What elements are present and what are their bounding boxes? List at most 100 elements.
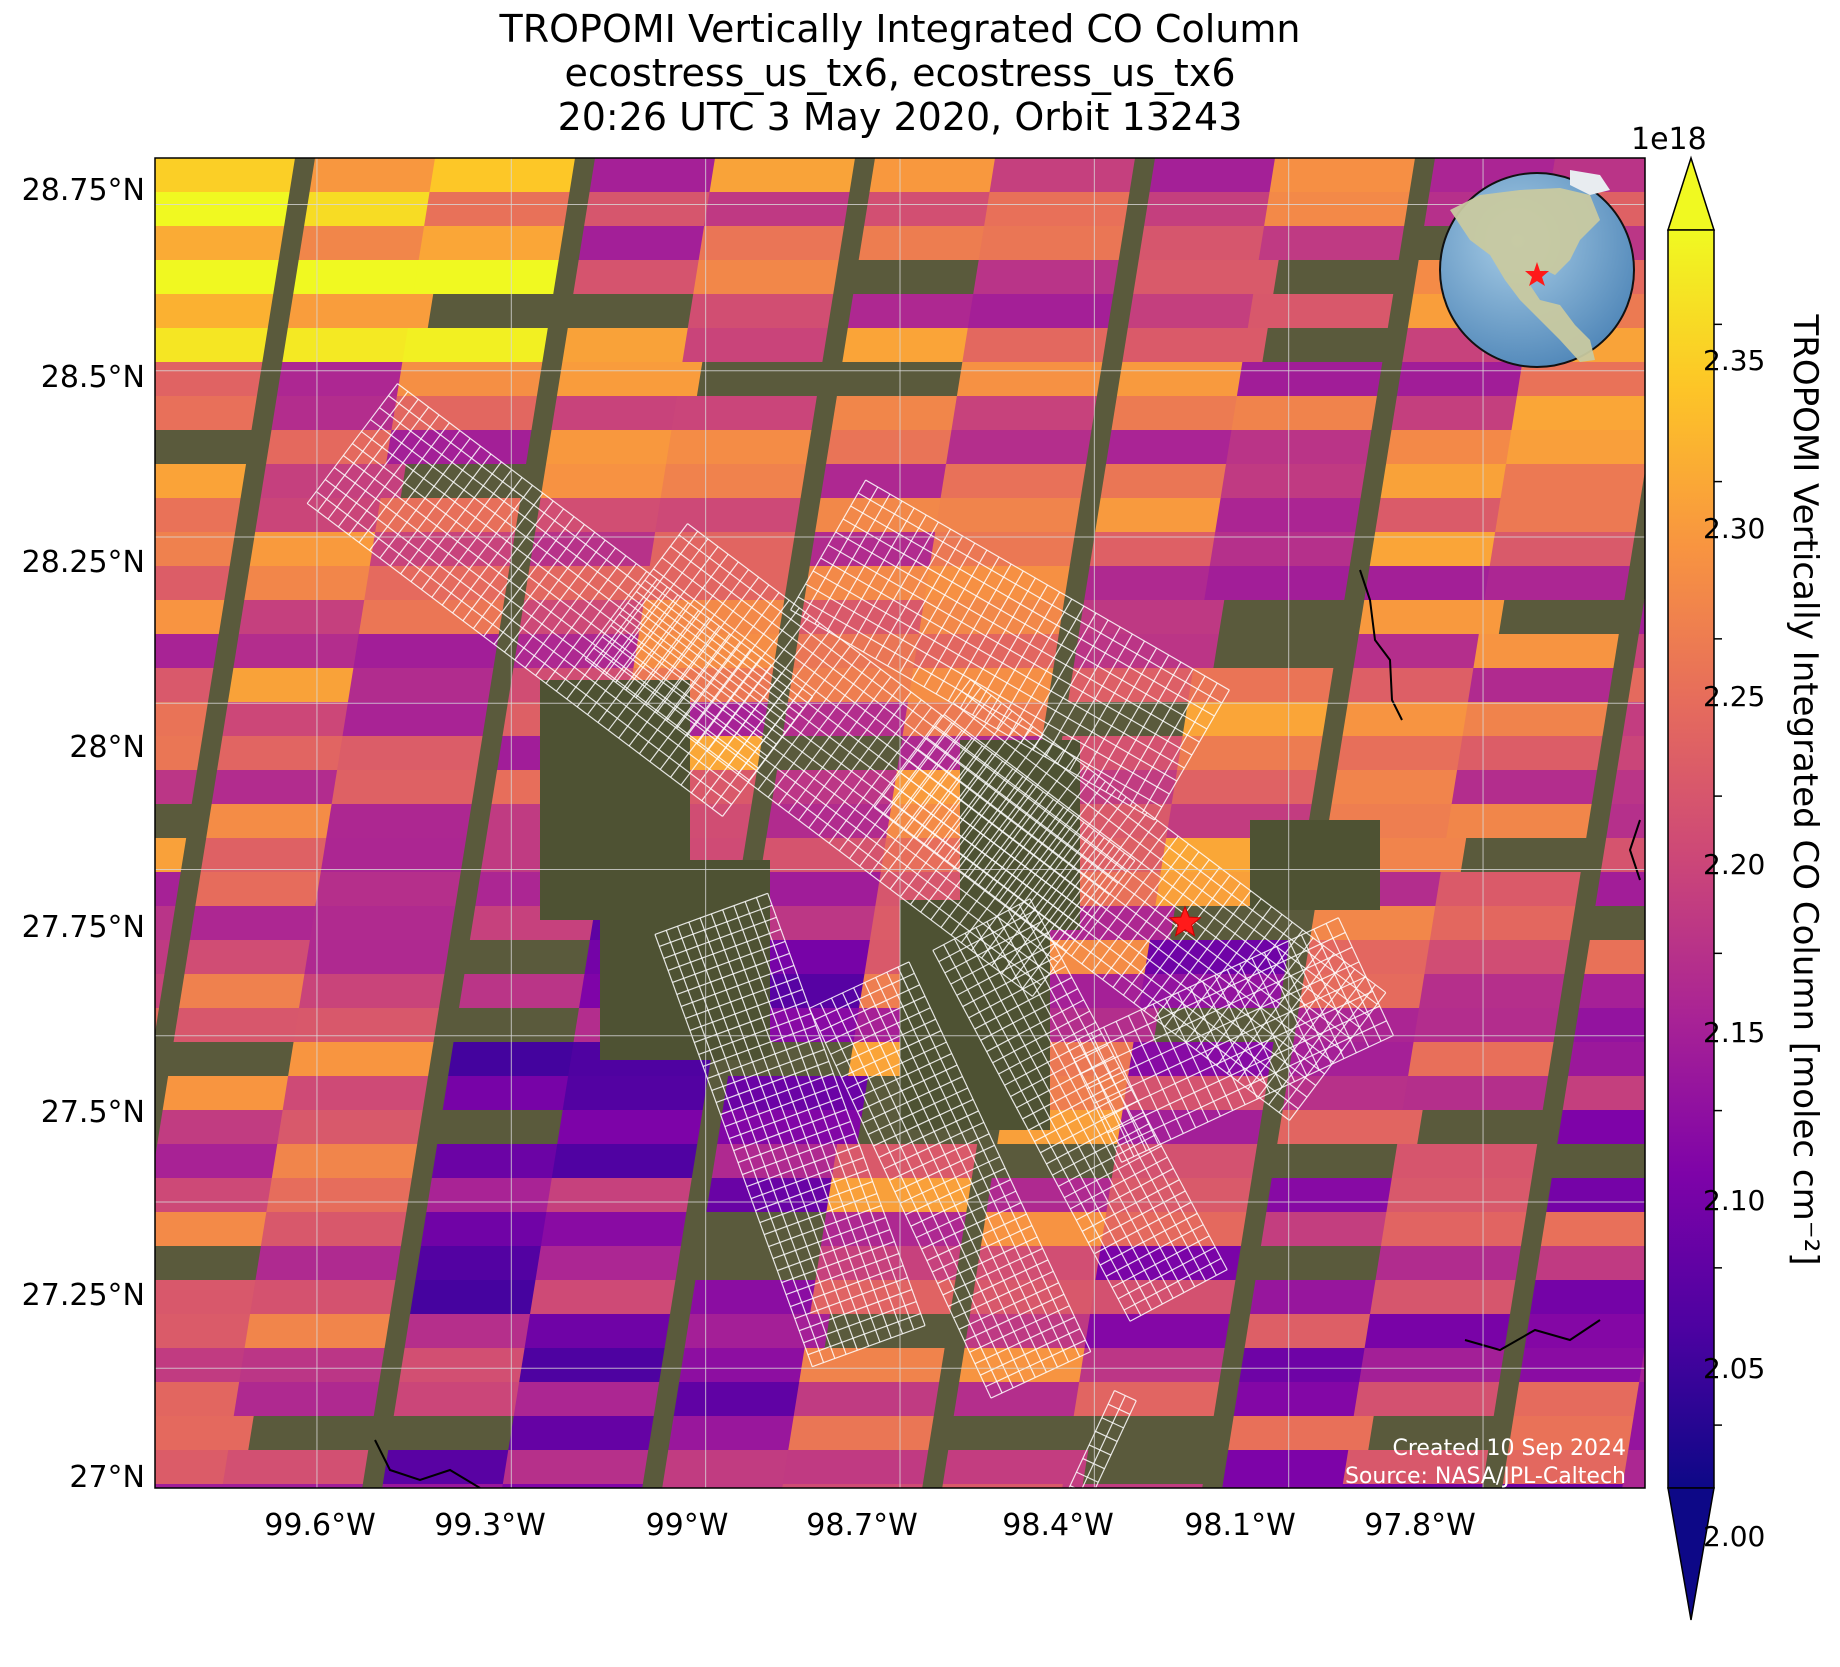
co-pixel — [1128, 1042, 1274, 1076]
co-pixel — [1826, 1178, 1840, 1212]
co-pixel — [698, 226, 845, 260]
co-pixel — [0, 1144, 137, 1178]
co-pixel — [155, 1416, 254, 1450]
co-pixel — [1633, 634, 1645, 668]
co-pixel — [1266, 1178, 1412, 1212]
co-pixel — [0, 396, 97, 430]
footprint-cell-grid — [1063, 1390, 1137, 1488]
co-pixel — [1204, 566, 1350, 600]
footprint-cell-grid — [808, 961, 1092, 1399]
co-pixel — [1364, 566, 1510, 600]
co-pixel — [266, 1178, 412, 1212]
co-pixel — [347, 668, 494, 702]
co-pixel — [1226, 430, 1372, 464]
co-pixel — [396, 362, 543, 396]
co-pixel — [320, 838, 467, 872]
co-pixel — [524, 1314, 671, 1348]
lat-tick-label: 27.25°N — [21, 1278, 145, 1313]
co-pixel — [973, 260, 1119, 294]
co-pixel — [760, 838, 907, 872]
lon-tick-label: 98.7°W — [806, 1508, 918, 1543]
co-pixel — [402, 328, 548, 362]
co-pixel — [766, 804, 912, 838]
co-pixel — [556, 362, 703, 396]
co-pixel — [1473, 634, 1619, 668]
co-pixel — [271, 1144, 418, 1178]
co-pixel — [155, 260, 279, 294]
co-pixel — [189, 906, 336, 940]
co-pixel — [940, 464, 1087, 498]
chart-subtitle-targets: ecostress_us_tx6, ecostress_us_tx6 — [564, 51, 1236, 95]
co-pixel — [869, 158, 1015, 192]
co-pixel — [0, 226, 4, 260]
co-pixel — [1090, 1280, 1236, 1314]
co-pixel — [155, 736, 203, 770]
co-pixel — [238, 600, 385, 634]
co-pixel — [847, 294, 994, 328]
co-pixel — [1258, 226, 1405, 260]
co-pixel — [693, 260, 839, 294]
co-pixel — [155, 770, 198, 804]
co-pixel — [1236, 362, 1383, 396]
co-pixel — [0, 600, 64, 634]
co-pixel — [1342, 1450, 1489, 1484]
co-pixel — [410, 1280, 556, 1314]
co-pixel — [304, 192, 450, 226]
co-pixel — [1622, 1450, 1645, 1484]
co-pixel — [382, 1484, 523, 1488]
co-pixel — [1342, 702, 1488, 736]
co-pixel — [155, 906, 176, 940]
co-pixel — [989, 158, 1135, 192]
co-pixel — [1078, 600, 1225, 634]
co-pixel — [924, 566, 1070, 600]
co-pixel — [1127, 294, 1274, 328]
co-pixel — [0, 498, 81, 532]
co-pixel — [227, 668, 374, 702]
co-pixel — [1375, 498, 1521, 532]
co-pixel — [1106, 1178, 1252, 1212]
co-pixel — [1639, 1348, 1645, 1382]
co-pixel — [668, 1416, 814, 1450]
co-pixel — [222, 702, 368, 736]
co-pixel — [1699, 226, 1840, 260]
co-pixel — [1524, 1314, 1645, 1348]
co-pixel — [1704, 192, 1840, 226]
co-pixel — [1122, 328, 1268, 362]
co-pixel — [1628, 1416, 1645, 1450]
co-pixel — [155, 226, 285, 260]
co-pixel — [282, 1076, 429, 1110]
co-pixel — [1359, 1348, 1505, 1382]
co-pixel — [660, 464, 807, 498]
co-pixel — [1429, 906, 1576, 940]
co-pixel — [1408, 1042, 1554, 1076]
chart-subtitle-time-orbit: 20:26 UTC 3 May 2020, Orbit 13243 — [557, 95, 1243, 139]
co-pixel — [1084, 1314, 1231, 1348]
co-pixel — [0, 260, 119, 294]
co-pixel — [953, 1382, 1100, 1416]
co-pixel — [782, 702, 928, 736]
colorbar-tick-label: 2.20 — [1703, 848, 1766, 881]
co-pixel — [1513, 1382, 1645, 1416]
co-pixel — [1830, 158, 1840, 192]
co-pixel — [331, 770, 478, 804]
co-pixel — [679, 1348, 825, 1382]
co-pixel — [1508, 1416, 1645, 1450]
co-pixel — [0, 430, 91, 464]
co-pixel — [964, 1314, 1111, 1348]
co-pixel — [1546, 1178, 1645, 1212]
co-pixel — [1364, 1314, 1511, 1348]
co-pixel — [1133, 260, 1279, 294]
co-pixel — [1391, 396, 1537, 430]
co-pixel — [842, 328, 988, 362]
co-pixel — [337, 736, 483, 770]
co-pixel — [1606, 804, 1645, 838]
co-pixel — [787, 668, 934, 702]
co-pixel — [0, 1178, 132, 1212]
co-pixel — [173, 1008, 319, 1042]
co-pixel — [271, 396, 417, 430]
co-pixel — [1282, 1076, 1429, 1110]
co-pixel — [1772, 1518, 1840, 1552]
lon-tick-label: 99.3°W — [434, 1508, 546, 1543]
colorbar-label: TROPOMI Vertically Integrated CO Column … — [1785, 314, 1825, 1266]
co-pixel — [1502, 1450, 1645, 1484]
